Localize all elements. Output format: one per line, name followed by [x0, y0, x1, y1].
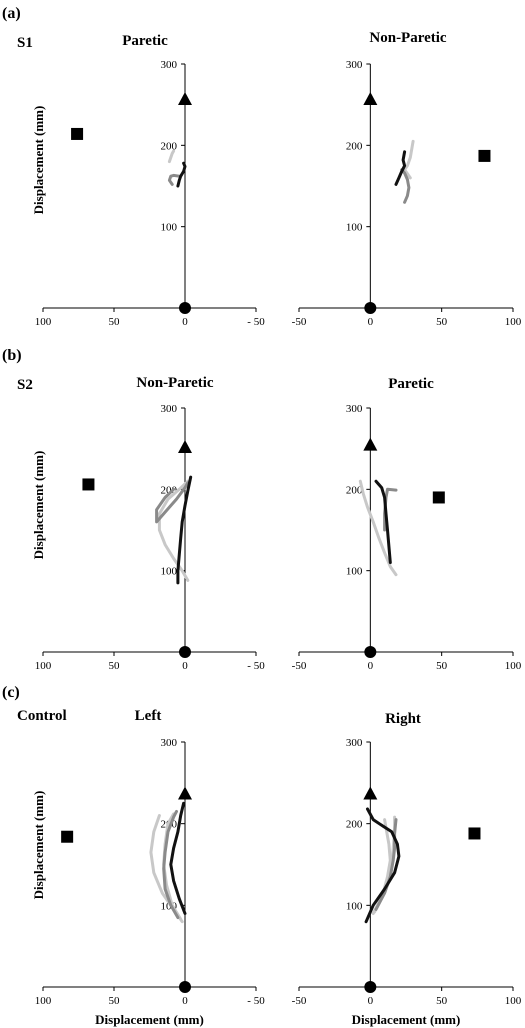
obstacle-marker [468, 827, 481, 840]
x-tick-label: 50 [436, 660, 448, 672]
x-tick-label: 100 [35, 316, 52, 328]
y-tick-label: 300 [161, 59, 178, 71]
start-marker [364, 981, 377, 993]
x-tick-label: -50 [292, 660, 307, 672]
x-tick-label: 100 [505, 995, 522, 1007]
subject-label: S2 [17, 377, 33, 393]
trajectory-series-1 [167, 149, 176, 164]
x-tick-label: 50 [109, 316, 121, 328]
x-tick-label: 100 [35, 995, 52, 1007]
trajectory-series-3 [374, 479, 392, 564]
panel-label: (b) [2, 347, 22, 364]
y-tick-label: 200 [161, 140, 178, 152]
trajectory-series-3 [176, 475, 193, 585]
target-marker [178, 786, 192, 800]
y-tick-label: 100 [346, 222, 363, 234]
x-tick-label: - 50 [247, 995, 265, 1007]
trajectory-series-3 [394, 150, 407, 186]
y-tick-label: 100 [346, 900, 363, 912]
panel-title: Left [135, 708, 162, 724]
panel-4: Paretic -50 0 50 100 100 200 300 [292, 376, 522, 672]
x-axis-label: Displacement (mm) [352, 1012, 461, 1027]
x-tick-label: 0 [182, 660, 188, 672]
panel-3: (b) S2 Non-Paretic Displacement (mm) 100 50 0 -… [2, 347, 265, 672]
start-marker [364, 646, 377, 658]
target-marker [363, 437, 378, 451]
panel-6: Right -50 0 50 100 100 200 300 Displacement (mm) [292, 711, 522, 1027]
y-tick-label: 100 [346, 566, 363, 578]
panel-label: (a) [2, 5, 21, 22]
panel-1: (a) S1 Paretic Displacement (mm) 100 50 0 - 50 1… [2, 5, 265, 328]
x-tick-label: 50 [436, 995, 448, 1007]
x-tick-label: 100 [35, 660, 52, 672]
target-marker [363, 91, 378, 105]
x-tick-label: 50 [109, 660, 121, 672]
trajectory-series-4 [364, 807, 401, 924]
panel-5: (c) Control Left Displacement (mm) 100 50 0 - 5… [2, 684, 265, 1027]
obstacle-marker [432, 491, 445, 504]
x-tick-label: 0 [368, 316, 374, 328]
obstacle-marker [82, 478, 95, 491]
x-tick-label: 100 [505, 316, 522, 328]
trajectory-series-4 [169, 801, 187, 915]
y-tick-label: 300 [346, 403, 363, 415]
y-tick-label: 200 [346, 140, 363, 152]
trajectory-series-3 [176, 161, 187, 188]
subject-label: Control [17, 708, 67, 724]
panel-title: Non-Paretic [369, 30, 447, 46]
x-axis-label: Displacement (mm) [95, 1012, 204, 1027]
y-tick-label: 300 [161, 403, 178, 415]
trajectory-series-2 [155, 481, 190, 524]
y-tick-label: 100 [161, 222, 178, 234]
x-tick-label: -50 [292, 316, 307, 328]
start-marker [364, 302, 377, 314]
trajectory-series-1 [403, 139, 415, 180]
obstacle-marker [478, 149, 491, 162]
subject-label: S1 [17, 35, 33, 51]
x-tick-label: 0 [368, 660, 374, 672]
y-tick-label: 100 [161, 566, 178, 578]
x-tick-label: - 50 [247, 316, 265, 328]
x-tick-label: 50 [436, 316, 448, 328]
y-axis-label: Displacement (mm) [31, 791, 46, 900]
panel-title: Paretic [122, 33, 168, 49]
obstacle-marker [61, 830, 74, 843]
x-tick-label: -50 [292, 995, 307, 1007]
panel-title: Non-Paretic [136, 375, 214, 391]
x-tick-label: - 50 [247, 660, 265, 672]
y-tick-label: 300 [346, 737, 363, 749]
trajectory-series-1 [358, 479, 398, 577]
obstacle-marker [71, 127, 84, 140]
x-tick-label: 100 [505, 660, 522, 672]
y-axis-label: Displacement (mm) [31, 106, 46, 215]
x-tick-label: 0 [182, 316, 188, 328]
start-marker [179, 981, 191, 993]
y-tick-label: 300 [346, 59, 363, 71]
panel-label: (c) [2, 684, 20, 701]
y-tick-label: 200 [346, 819, 363, 831]
trajectory-series-2 [167, 173, 181, 186]
y-tick-label: 200 [346, 484, 363, 496]
y-tick-label: 300 [161, 737, 178, 749]
start-marker [179, 302, 191, 314]
panel-title: Right [385, 711, 421, 727]
target-marker [178, 91, 192, 105]
panel-title: Paretic [388, 376, 434, 392]
x-tick-label: 0 [182, 995, 188, 1007]
trajectory-series-3 [374, 818, 398, 911]
target-marker [363, 786, 378, 800]
start-marker [179, 646, 191, 658]
x-tick-label: 50 [109, 995, 121, 1007]
y-axis-label: Displacement (mm) [31, 451, 46, 560]
trajectory-series-2 [400, 168, 411, 204]
trajectory-series-3 [162, 809, 180, 920]
panel-2: Non-Paretic -50 0 50 100 100 200 300 [292, 30, 522, 328]
x-tick-label: 0 [368, 995, 374, 1007]
target-marker [178, 440, 192, 454]
